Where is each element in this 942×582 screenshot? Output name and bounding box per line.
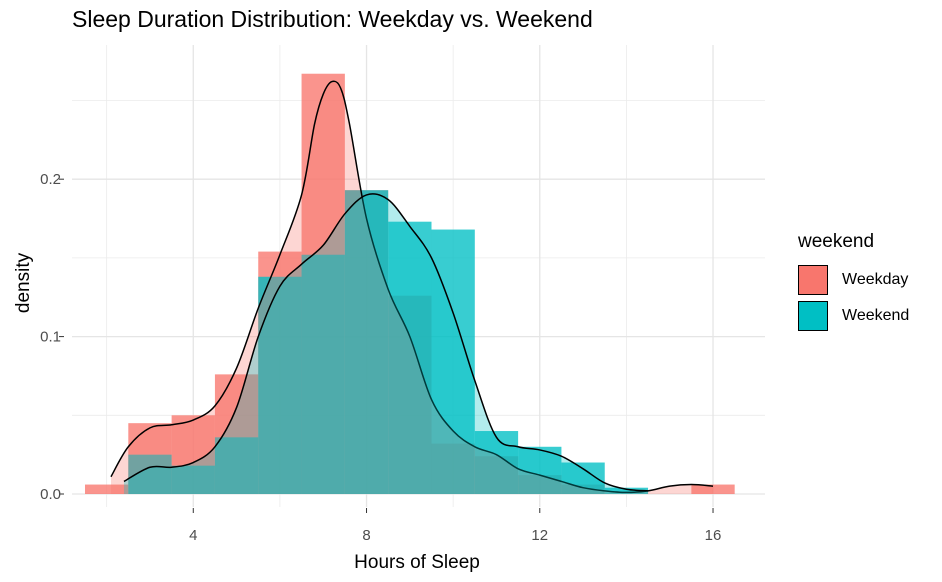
density-area-weekday [110, 81, 714, 494]
chart-title: Sleep Duration Distribution: Weekday vs.… [72, 6, 593, 32]
histogram-bar-weekend [214, 437, 259, 494]
x-tick-label: 4 [189, 527, 197, 544]
legend-swatch-weekday [798, 265, 828, 295]
x-tick-label: 12 [531, 527, 548, 544]
histogram-bar-weekday [691, 484, 735, 494]
histogram-bar-weekend [474, 431, 519, 494]
histogram-bar-weekend [344, 190, 389, 494]
legend-swatch-weekend [798, 301, 828, 331]
histogram-bar-weekend [301, 254, 345, 494]
legend-item-weekday: Weekday [798, 264, 908, 296]
x-tick-label: 8 [362, 527, 370, 544]
histogram-bar-weekday [84, 484, 129, 494]
y-tick-label: 0.2 [40, 171, 61, 188]
x-tick-label: 16 [705, 527, 722, 544]
y-axis-label: density [13, 252, 34, 313]
x-axis-label: Hours of Sleep [354, 552, 480, 573]
density-curve-weekday [110, 80, 714, 494]
density-curve-weekend [123, 193, 649, 492]
legend-item-weekend: Weekend [798, 300, 909, 332]
y-tick-label: 0.0 [40, 486, 61, 503]
density-curves [110, 80, 714, 494]
y-tick-label: 0.1 [40, 329, 61, 346]
density-area-weekend [123, 193, 649, 494]
legend-label-weekend: Weekend [842, 307, 910, 324]
histogram-bar-weekend [258, 276, 302, 494]
histogram-bar-weekend [388, 221, 432, 494]
legend-title: weekend [798, 231, 875, 252]
histogram-bar-weekend [171, 465, 215, 494]
axis-layer: 4 8 12 16 0.0 0.1 0.2 [40, 171, 721, 544]
histogram-bar-weekend [518, 446, 562, 494]
grid-layer [72, 45, 765, 507]
histogram-bar-weekend [604, 487, 649, 494]
legend-label-weekday: Weekday [842, 271, 909, 288]
